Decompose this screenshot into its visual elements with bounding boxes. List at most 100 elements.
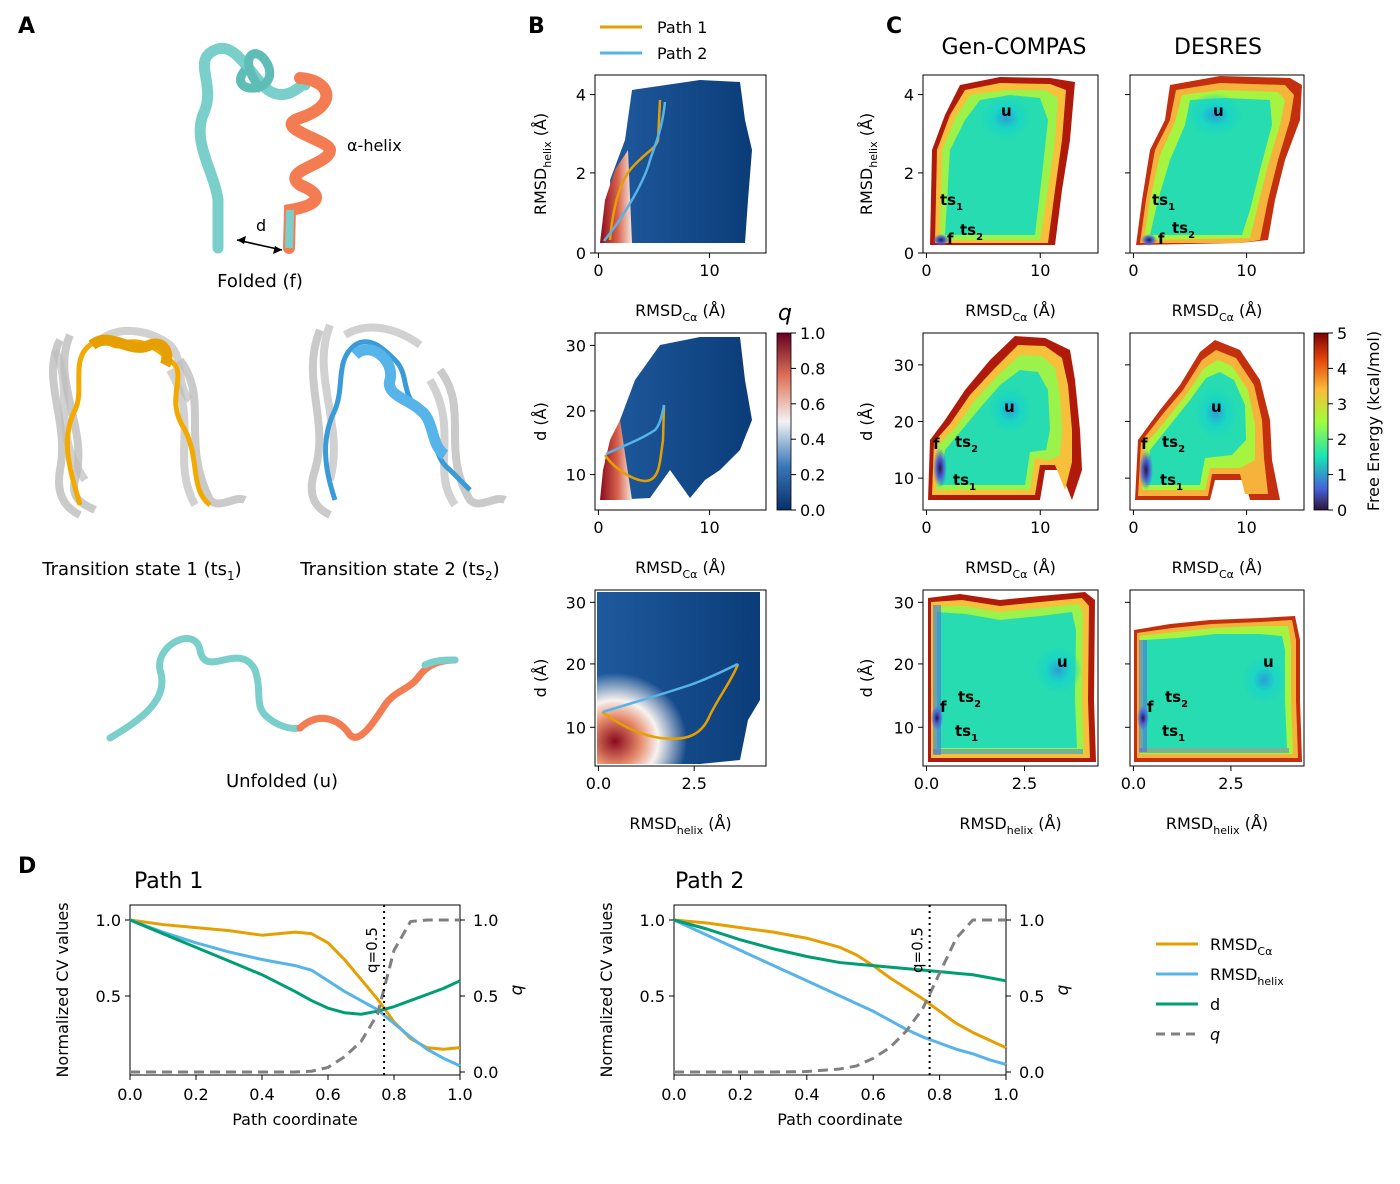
y-tick-label: 4 (904, 86, 914, 105)
c1-gen-compas (922, 74, 1099, 254)
label-ts: ts1 (1152, 191, 1175, 213)
folded-caption: Folded (f) (217, 271, 303, 292)
y-axis-label: d (Å) (531, 659, 550, 698)
alpha-helix-label: α-helix (347, 136, 402, 155)
y-tick-label: 2 (904, 164, 914, 183)
colorbar-tick-label: 0.8 (800, 359, 825, 378)
y2-tick-label: 1.0 (1019, 911, 1044, 930)
x-tick-label: 10 (1030, 518, 1050, 537)
y-axis-label: d (Å) (857, 659, 876, 698)
ts1-structure (49, 326, 247, 519)
x-axis-label: RMSDhelix (Å) (959, 814, 1061, 837)
y-tick-label: 10 (566, 718, 586, 737)
q-colorbar-label: q (778, 301, 792, 326)
x-tick-label: 2.5 (1012, 774, 1037, 793)
label-f: f (933, 435, 940, 453)
label-ts: ts1 (955, 722, 978, 744)
label-ts: ts2 (1172, 219, 1195, 241)
label-u: u (1004, 398, 1015, 416)
series-line-rmsd-helix (129, 918, 461, 1068)
x-tick-label: 10 (1236, 261, 1256, 280)
path1-title: Path 1 (134, 869, 203, 894)
x-tick-label: 0.6 (860, 1085, 885, 1104)
x-tick-label: 0.8 (927, 1085, 952, 1104)
y-tick-label: 30 (894, 593, 914, 612)
x-axis-label: RMSDhelix (Å) (1166, 814, 1268, 837)
label-ts: ts2 (958, 688, 981, 710)
y-tick-label: 2 (576, 164, 586, 183)
q-colorbar: q (776, 301, 792, 511)
x-tick-label: 0.8 (381, 1085, 406, 1104)
x-axis-label: RMSDhelix (Å) (629, 814, 731, 837)
gen-compas-title: Gen-COMPAS (942, 35, 1087, 60)
y2-tick-label: 0.0 (1019, 1063, 1044, 1082)
b3-plot (594, 589, 767, 767)
x-tick-label: 0 (921, 518, 931, 537)
x-tick-label: 0 (593, 261, 603, 280)
unfolded-caption: Unfolded (u) (226, 771, 338, 792)
ts2-caption: Transition state 2 (ts2) (299, 559, 499, 583)
x-tick-label: 0.4 (794, 1085, 819, 1104)
label-ts: ts2 (1165, 688, 1188, 710)
panel-label-a: A (18, 14, 35, 39)
ts1-caption: Transition state 1 (ts1) (41, 559, 241, 583)
series-line-rmsd-c- (673, 918, 1007, 1050)
x-tick-label: 1.0 (993, 1085, 1018, 1104)
x-tick-label: 0 (1128, 518, 1138, 537)
x-tick-label: 0.2 (728, 1085, 753, 1104)
y-tick-label: 0 (904, 244, 914, 263)
y-tick-label: 4 (576, 86, 586, 105)
series-line-q (130, 918, 460, 1074)
y-tick-label: 10 (894, 469, 914, 488)
c2-gen-compas (922, 332, 1099, 511)
colorbar-tick-label: 0 (1337, 501, 1347, 520)
line-chart-2: 0.0 0.2 0.4 0.6 0.8 1.0 1.0 0.5 1.0 0.5 0.0 Path co… (597, 902, 1073, 1129)
panel-d-legend: RMSDCα RMSDhelix dq (1156, 935, 1284, 1044)
x-tick-label: 0.0 (914, 774, 939, 793)
x-axis-label: RMSDCα (Å) (1172, 301, 1263, 324)
line-chart-1: 0.0 0.2 0.4 0.6 0.8 1.0 1.0 0.5 1.0 0.5 0.0 Path co… (53, 902, 527, 1129)
x-tick-label: 10 (1236, 518, 1256, 537)
distance-label: d (256, 216, 266, 235)
y-tick-label: 20 (894, 655, 914, 674)
colorbar-tick-label: 0.6 (800, 395, 825, 414)
y-tick-label: 30 (894, 356, 914, 375)
panel-label-d: D (18, 854, 36, 879)
label-f: f (1158, 230, 1165, 248)
x-tick-label: 10 (1030, 261, 1050, 280)
x-tick-label: 10 (699, 261, 719, 280)
label-ts: ts2 (1162, 433, 1185, 455)
x-tick-label: 0 (593, 518, 603, 537)
y-tick-label: 10 (894, 718, 914, 737)
x-tick-label: 0.6 (315, 1085, 340, 1104)
legend-entry: d (1210, 995, 1220, 1014)
label-ts: ts2 (960, 221, 983, 243)
y-tick-label: 30 (566, 336, 586, 355)
y-tick-label: 1.0 (96, 911, 121, 930)
panel-label-b: B (528, 14, 545, 39)
legend-path2: Path 2 (657, 44, 707, 63)
label-u: u (1263, 653, 1274, 671)
label-u: u (1057, 653, 1068, 671)
y2-tick-label: 0.0 (473, 1063, 498, 1082)
label-f: f (947, 230, 954, 248)
c2-desres (1129, 332, 1305, 511)
y-tick-label: 1.0 (640, 911, 665, 930)
ts2-structure (307, 323, 507, 519)
y-axis-label: RMSDhelix (Å) (857, 113, 880, 215)
x-tick-label: 0 (921, 261, 931, 280)
distance-arrow (236, 236, 283, 254)
y-axis-label: RMSDhelix (Å) (531, 113, 554, 215)
b1-plot (594, 74, 767, 254)
c3-desres (1129, 589, 1305, 767)
y-tick-label: 20 (894, 413, 914, 432)
label-f: f (1147, 698, 1154, 716)
y2-tick-label: 0.5 (473, 987, 498, 1006)
x-axis-label: RMSDCα (Å) (1172, 558, 1263, 581)
x-tick-label: 10 (699, 518, 719, 537)
label-u: u (1211, 398, 1222, 416)
path2-title: Path 2 (675, 869, 744, 894)
colorbar-tick-label: 1.0 (800, 324, 825, 343)
legend-entry: RMSDhelix (1210, 965, 1284, 988)
label-ts: ts1 (1162, 722, 1185, 744)
